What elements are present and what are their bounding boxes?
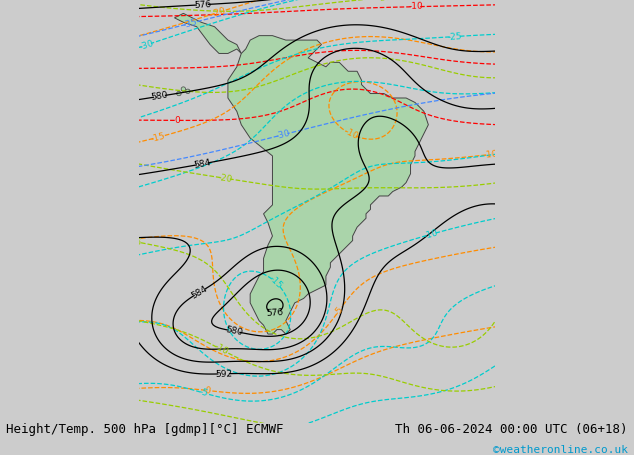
Text: 580: 580 [224,325,243,337]
Text: -10: -10 [212,342,230,357]
Text: 0: 0 [204,386,211,395]
Text: -20: -20 [217,173,233,184]
Text: -10: -10 [342,127,359,142]
Text: -25: -25 [447,32,462,41]
Text: 576: 576 [266,308,283,318]
Text: 584: 584 [193,158,212,170]
Circle shape [181,87,186,91]
Text: 0: 0 [216,433,222,442]
Text: -15: -15 [268,274,285,291]
Text: -35: -35 [182,17,198,30]
Circle shape [186,89,190,94]
Polygon shape [174,13,242,53]
Text: -10: -10 [483,149,498,160]
Text: ©weatheronline.co.uk: ©weatheronline.co.uk [493,445,628,455]
Text: -30: -30 [138,38,155,51]
Text: 584: 584 [190,284,209,300]
Text: 580: 580 [150,91,169,102]
Text: -25: -25 [122,78,138,89]
Text: -10: -10 [423,228,439,241]
Polygon shape [228,35,429,334]
Text: -10: -10 [408,2,423,11]
Text: 576: 576 [193,0,211,10]
Text: 0: 0 [174,116,180,125]
Text: -5: -5 [314,428,325,438]
Text: -20: -20 [500,87,515,97]
Text: -5: -5 [333,304,346,317]
Text: 588: 588 [498,158,515,168]
Text: -15: -15 [120,251,137,263]
Text: -20: -20 [210,5,228,19]
Text: -5: -5 [124,64,133,73]
Circle shape [177,91,181,96]
Text: -30: -30 [377,0,392,3]
Text: -5: -5 [198,387,209,399]
Text: -15: -15 [150,131,166,143]
Text: 592: 592 [215,369,233,379]
Text: Height/Temp. 500 hPa [gdmp][°C] ECMWF: Height/Temp. 500 hPa [gdmp][°C] ECMWF [6,424,284,436]
Text: -30: -30 [275,129,291,141]
Text: Th 06-06-2024 00:00 UTC (06+18): Th 06-06-2024 00:00 UTC (06+18) [395,424,628,436]
Text: -15: -15 [126,236,142,247]
